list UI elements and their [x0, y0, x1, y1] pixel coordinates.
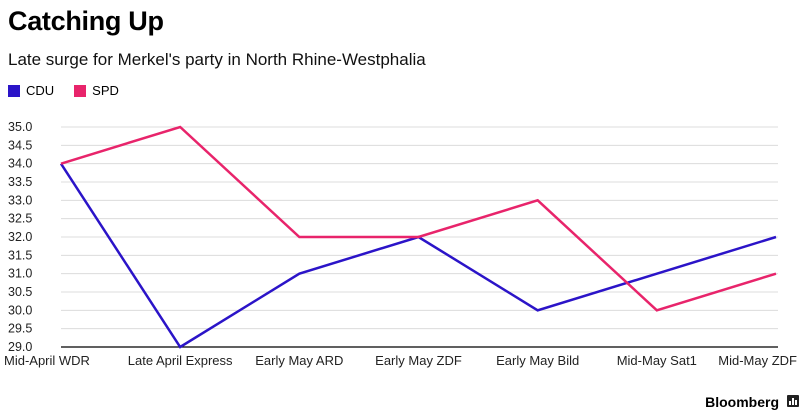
- legend: CDU SPD: [8, 83, 139, 98]
- x-tick-label: Early May ZDF: [375, 353, 462, 368]
- series-line-spd: [60, 125, 777, 312]
- x-tick-label: Mid-May ZDF: [718, 353, 797, 368]
- y-tick-label: 30.5: [8, 285, 32, 299]
- y-tick-label: 35.0: [8, 120, 32, 134]
- source-credit: Bloomberg: [705, 394, 779, 410]
- legend-item-spd: SPD: [74, 83, 119, 98]
- x-tick-label: Early May Bild: [496, 353, 579, 368]
- y-tick-label: 34.0: [8, 157, 32, 171]
- legend-label-spd: SPD: [92, 83, 119, 98]
- y-tick-label: 31.0: [8, 267, 32, 281]
- y-tick-label: 33.0: [8, 193, 32, 207]
- y-tick-label: 33.5: [8, 175, 32, 189]
- legend-item-cdu: CDU: [8, 83, 54, 98]
- x-tick-label: Mid-May Sat1: [617, 353, 697, 368]
- y-tick-label: 30.0: [8, 303, 32, 317]
- x-tick-label: Late April Express: [128, 353, 233, 368]
- y-tick-label: 31.5: [8, 248, 32, 262]
- legend-swatch-cdu: [8, 84, 20, 97]
- chart-title: Catching Up: [8, 6, 164, 36]
- x-tick-label: Mid-April WDR: [4, 353, 90, 368]
- legend-label-cdu: CDU: [26, 83, 55, 98]
- legend-swatch-spd: [74, 84, 87, 97]
- y-tick-label: 32.0: [8, 230, 32, 244]
- x-tick-label: Early May ARD: [255, 353, 343, 368]
- y-tick-label: 29.0: [8, 340, 32, 354]
- y-tick-label: 29.5: [8, 322, 32, 336]
- chart-subtitle: Late surge for Merkel's party in North R…: [8, 50, 426, 69]
- y-tick-label: 32.5: [8, 212, 32, 226]
- bloomberg-logo-icon: [787, 395, 799, 407]
- y-tick-label: 34.5: [8, 138, 32, 152]
